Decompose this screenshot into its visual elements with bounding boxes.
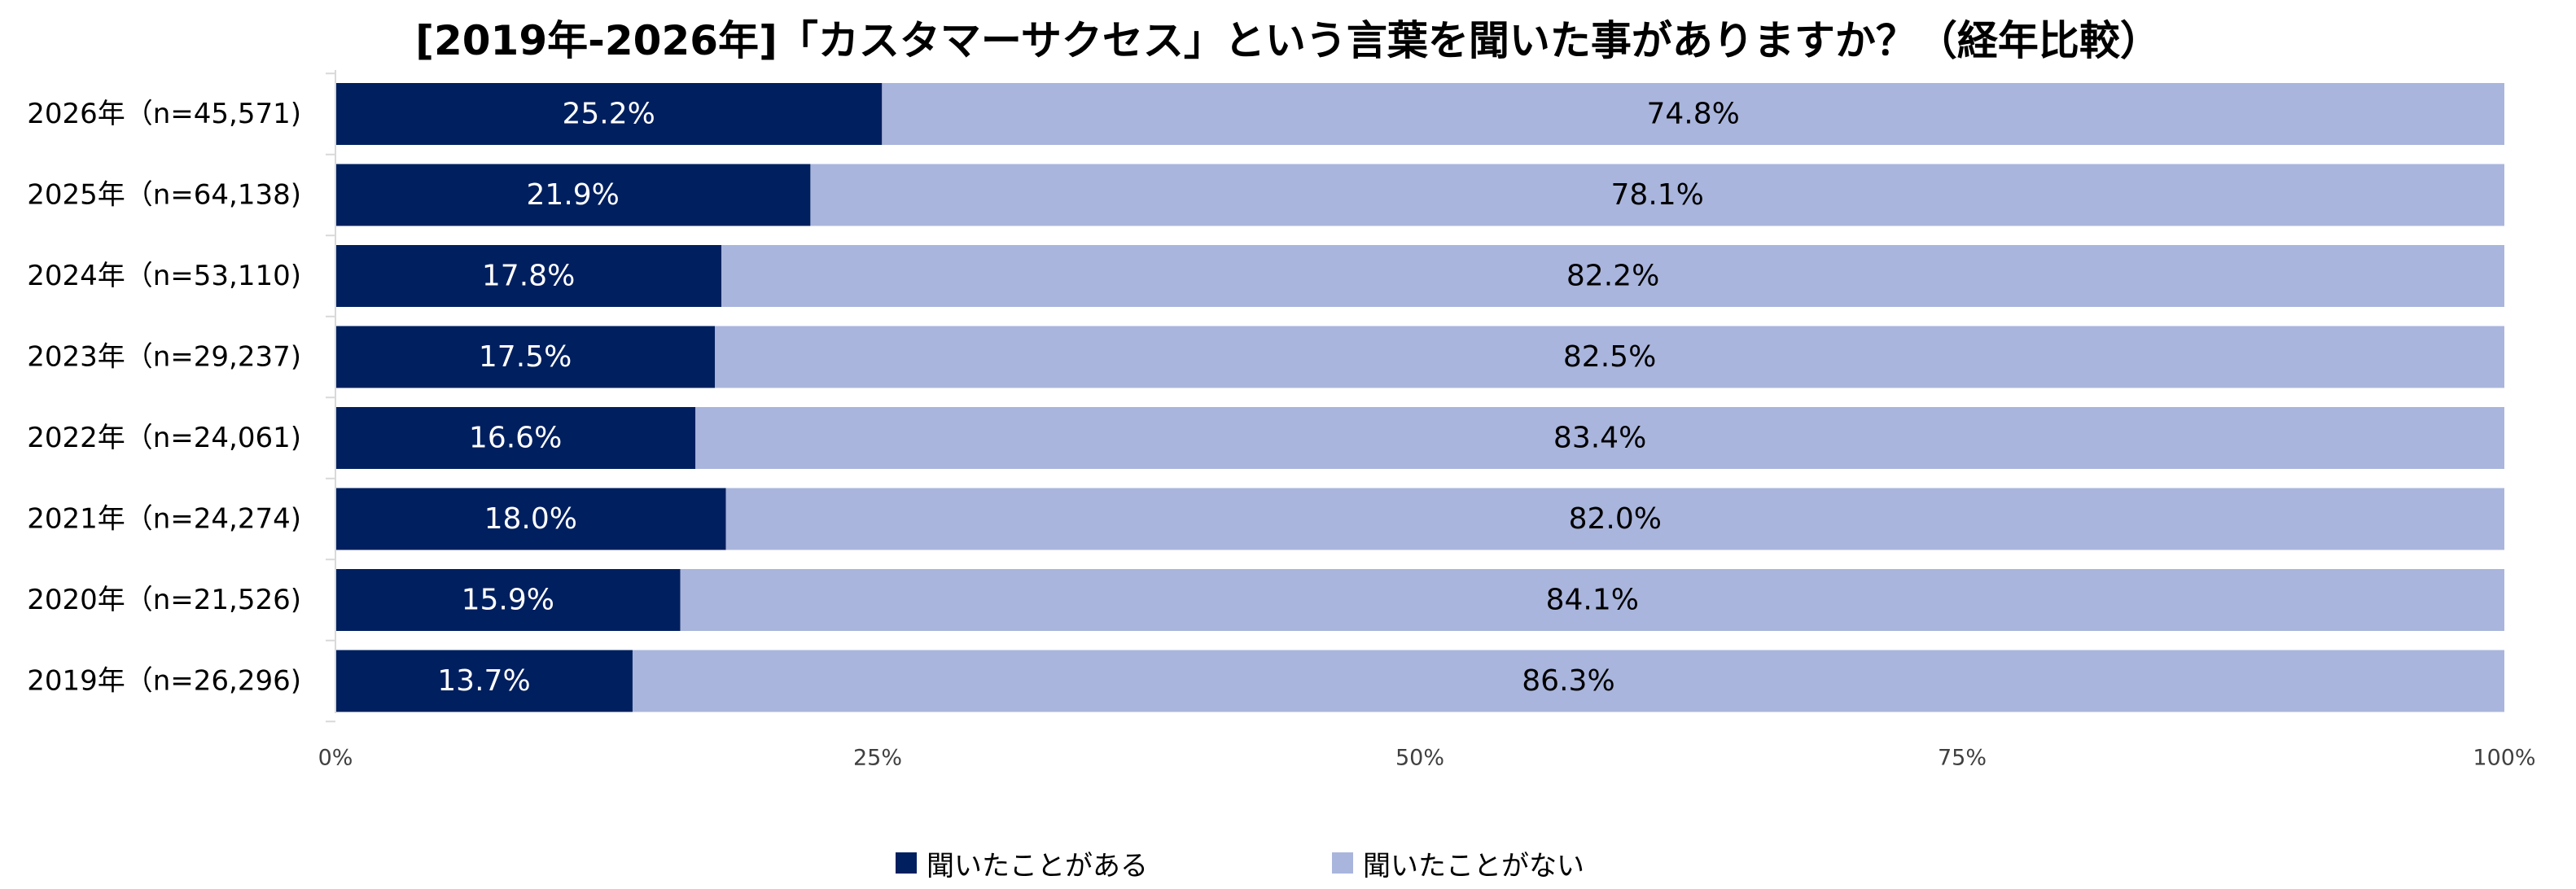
- bar-segment-heard: [335, 407, 696, 469]
- bar-segment-not-heard: [680, 569, 2505, 631]
- data-label: 78.1%: [1611, 178, 1704, 212]
- data-label: 86.3%: [1522, 664, 1614, 698]
- legend-label-heard: 聞いたことがある: [927, 849, 1148, 882]
- data-label: 82.2%: [1566, 260, 1659, 293]
- bar-segment-heard: [335, 650, 633, 712]
- bar-segment-not-heard: [810, 164, 2504, 226]
- legend-item-not-heard: 聞いたことがない: [1332, 839, 1584, 887]
- category-label: 2026年（n=45,571): [27, 98, 301, 130]
- bar-segment-not-heard: [725, 488, 2504, 550]
- data-label: 17.5%: [479, 340, 572, 374]
- category-label: 2022年（n=24,061): [27, 422, 301, 454]
- data-label: 18.0%: [484, 502, 577, 536]
- category-label: 2024年（n=53,110): [27, 260, 301, 292]
- category-label: 2025年（n=64,138): [27, 179, 301, 212]
- x-tick-label: 25%: [853, 746, 902, 771]
- data-label: 15.9%: [462, 584, 554, 617]
- category-label: 2023年（n=29,237): [27, 341, 301, 374]
- bar-segment-not-heard: [695, 407, 2504, 469]
- data-label: 16.6%: [469, 422, 562, 455]
- data-label: 83.4%: [1553, 422, 1646, 455]
- bar-segment-not-heard: [882, 83, 2504, 145]
- data-label: 82.5%: [1563, 340, 1656, 374]
- legend-item-heard: 聞いたことがある: [896, 839, 1148, 887]
- category-label: 2019年（n=26,296): [27, 665, 301, 698]
- data-label: 13.7%: [437, 664, 530, 698]
- data-label: 17.8%: [482, 260, 575, 293]
- category-label: 2020年（n=21,526): [27, 584, 301, 616]
- legend-swatch-heard: [896, 852, 917, 874]
- bar-segment-heard: [335, 164, 811, 226]
- data-label: 74.8%: [1646, 98, 1739, 131]
- data-label: 84.1%: [1546, 584, 1639, 617]
- bar-segment-not-heard: [715, 326, 2505, 388]
- legend-swatch-not-heard: [1332, 852, 1353, 874]
- data-label: 21.9%: [527, 178, 620, 212]
- bar-segment-heard: [335, 326, 716, 388]
- bar-segment-heard: [335, 488, 726, 550]
- category-label: 2021年（n=24,274): [27, 503, 301, 536]
- chart-title: [2019年-2026年]「カスタマーサクセス」という言葉を聞いた事がありますか…: [415, 17, 2161, 64]
- x-tick-label: 50%: [1395, 746, 1444, 771]
- bar-segment-not-heard: [721, 245, 2505, 307]
- x-tick-label: 75%: [1938, 746, 1987, 771]
- chart-plot: 2026年（n=45,571) 25.2% 74.8% 2025年（n=64,138)…: [27, 70, 2536, 771]
- bar-segment-heard: [335, 245, 722, 307]
- legend-label-not-heard: 聞いたことがない: [1363, 849, 1584, 882]
- data-label: 82.0%: [1569, 502, 1662, 536]
- chart-legend: 聞いたことがある 聞いたことがない: [0, 839, 2576, 887]
- data-label: 25.2%: [562, 98, 655, 131]
- x-tick-label: 0%: [318, 746, 353, 771]
- bar-segment-heard: [335, 569, 681, 631]
- bar-segment-heard: [335, 83, 883, 145]
- x-tick-label: 100%: [2473, 746, 2535, 771]
- bar-segment-not-heard: [632, 650, 2504, 712]
